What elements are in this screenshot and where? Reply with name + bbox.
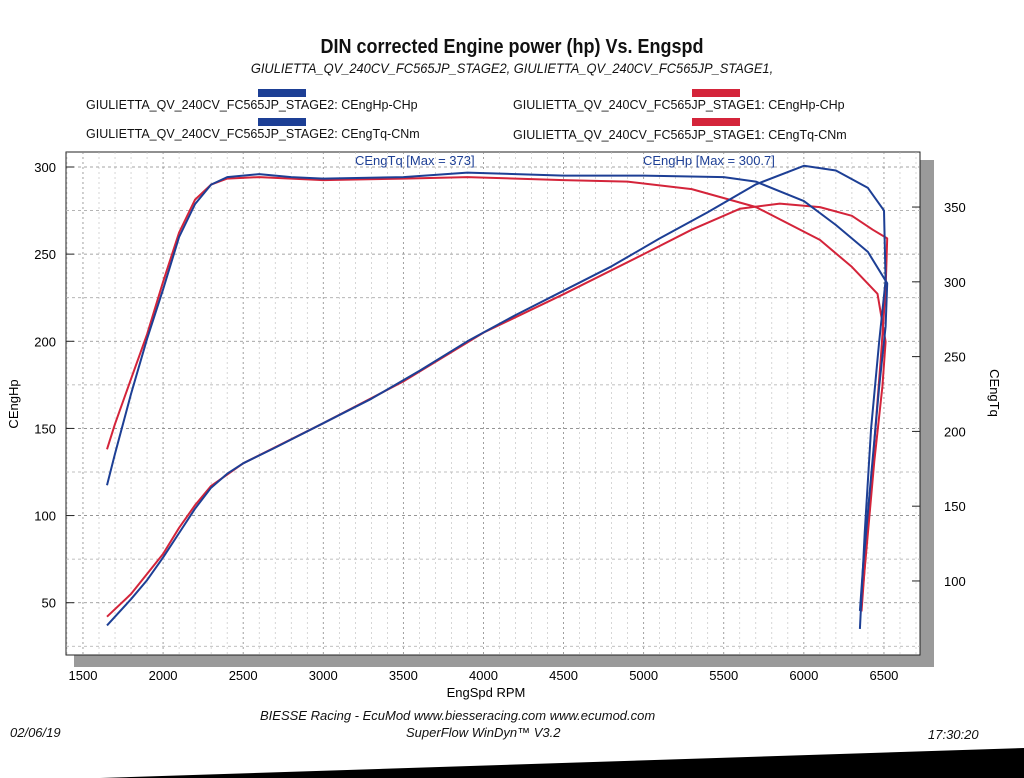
x-tick-label: 6500 (869, 668, 898, 683)
legend-swatch-stage2-tq (258, 118, 306, 126)
legend-swatch-stage1-hp (692, 89, 740, 97)
y-axis-label: CEngHp (6, 379, 21, 428)
y2-tick-label: 350 (944, 200, 966, 215)
series-line-3 (106, 164, 887, 629)
y2-tick-label: 200 (944, 424, 966, 439)
y2-tick-label: 100 (944, 574, 966, 589)
torque-max-annotation: CEngTq [Max = 373] (355, 153, 475, 168)
x-tick-label: 6000 (789, 668, 818, 683)
x-tick-label: 1500 (69, 668, 98, 683)
print-time: 17:30:20 (928, 727, 979, 742)
legend-stage1-hp: GIULIETTA_QV_240CV_FC565JP_STAGE1: CEngH… (513, 98, 845, 112)
x-tick-label: 4500 (549, 668, 578, 683)
x-axis-label: EngSpd RPM (447, 685, 526, 700)
credit-line: BIESSE Racing - EcuMod www.biesseracing.… (260, 708, 656, 723)
hp-max-annotation: CEngHp [Max = 300.7] (643, 153, 775, 168)
x-tick-label: 4000 (469, 668, 498, 683)
legend-swatch-stage2-hp (258, 89, 306, 97)
grid (66, 152, 920, 655)
x-tick-label: 3500 (389, 668, 418, 683)
x-tick-label: 5500 (709, 668, 738, 683)
plot-area (65, 151, 921, 656)
y-tick-label: 100 (34, 509, 56, 524)
legend-swatch-stage1-tq (692, 118, 740, 126)
y-tick-label: 200 (34, 334, 56, 349)
print-date: 02/06/19 (10, 725, 61, 740)
series-line-0 (106, 176, 887, 604)
y2-tick-label: 300 (944, 275, 966, 290)
y-tick-label: 50 (42, 596, 56, 611)
legend-stage2-hp: GIULIETTA_QV_240CV_FC565JP_STAGE2: CEngH… (86, 98, 418, 112)
chart-subtitle: GIULIETTA_QV_240CV_FC565JP_STAGE2, GIULI… (250, 60, 774, 76)
legend-stage1-tq: GIULIETTA_QV_240CV_FC565JP_STAGE1: CEngT… (513, 128, 847, 142)
legend-stage2-tq: GIULIETTA_QV_240CV_FC565JP_STAGE2: CEngT… (86, 127, 420, 141)
x-tick-label: 3000 (309, 668, 338, 683)
y2-axis-label: CEngTq (987, 369, 1002, 417)
software-version: SuperFlow WinDyn™ V3.2 (406, 725, 561, 740)
y-tick-label: 250 (34, 247, 56, 262)
x-tick-label: 2000 (149, 668, 178, 683)
series-lines (106, 164, 889, 629)
y2-tick-label: 250 (944, 350, 966, 365)
y-tick-label: 300 (34, 160, 56, 175)
y-tick-label: 150 (34, 421, 56, 436)
x-tick-label: 5000 (629, 668, 658, 683)
x-tick-label: 2500 (229, 668, 258, 683)
tick-labels: 1500 2000 2500 3000 3500 4000 4500 5000 5500 6000… (34, 160, 965, 683)
series-line-2 (106, 171, 889, 611)
series-line-1 (106, 202, 889, 618)
y2-tick-label: 150 (944, 499, 966, 514)
scan-edge (100, 748, 1024, 778)
chart-title: DIN corrected Engine power (hp) Vs. Engs… (320, 36, 704, 58)
